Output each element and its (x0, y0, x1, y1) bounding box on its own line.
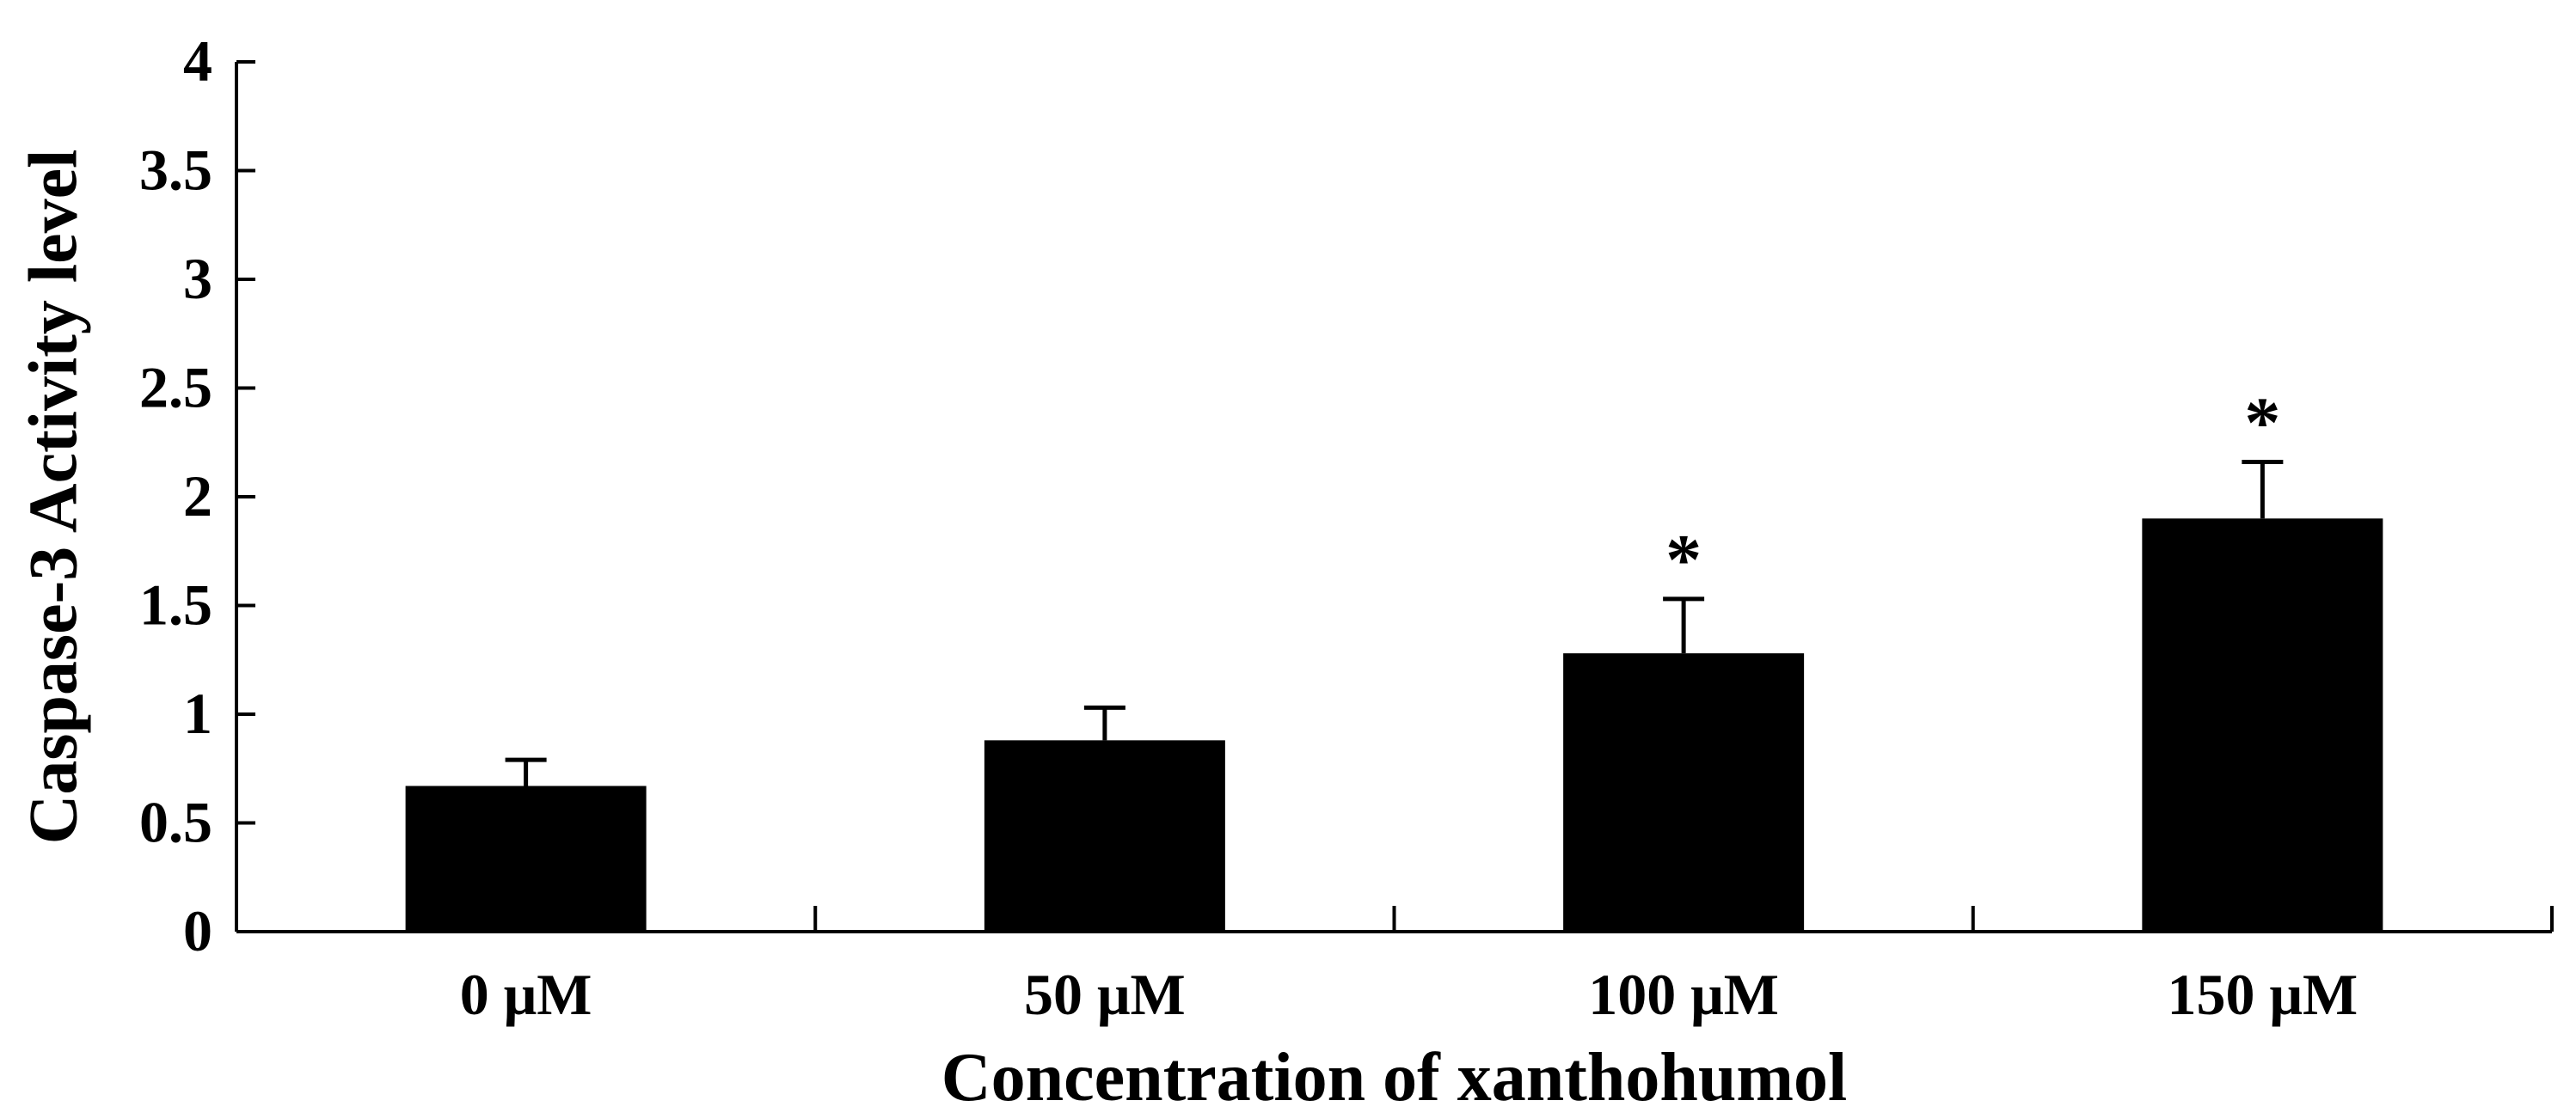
bar (2142, 518, 2383, 932)
y-tick-label: 1.5 (139, 572, 212, 638)
bar (1563, 653, 1805, 932)
bar (984, 740, 1225, 932)
x-tick-label: 50 μM (1024, 962, 1186, 1027)
significance-marker: * (1665, 520, 1702, 600)
y-tick-label: 4 (183, 28, 212, 94)
bar (405, 786, 647, 932)
x-tick-label: 100 μM (1588, 962, 1779, 1027)
x-tick-label: 150 μM (2168, 962, 2358, 1027)
y-tick-label: 2 (183, 463, 212, 529)
x-axis-title: Concentration of xanthohumol (941, 1040, 1847, 1116)
y-tick-label: 0.5 (139, 790, 212, 855)
y-tick-label: 2.5 (139, 355, 212, 420)
y-tick-label: 0 (183, 898, 212, 963)
y-axis: 0 0.5 1 1.5 2 2.5 3 3.5 4 (139, 28, 255, 963)
y-tick-label: 3.5 (139, 138, 212, 203)
bars: ** (405, 383, 2383, 932)
y-axis-title: Caspase-3 Activity level (15, 150, 91, 845)
y-tick-label: 3 (183, 246, 212, 311)
y-tick-label: 1 (183, 681, 212, 746)
significance-marker: * (2244, 383, 2280, 463)
x-tick-label: 0 μM (460, 962, 592, 1027)
